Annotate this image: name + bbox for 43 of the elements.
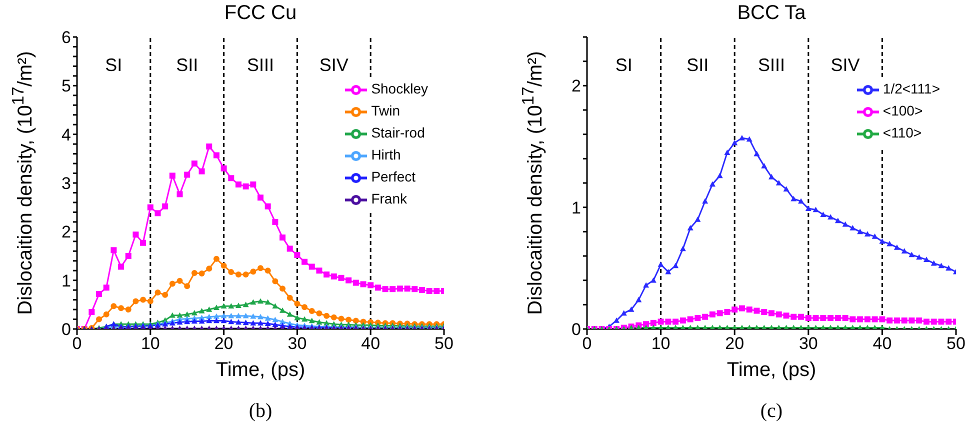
legend-label: Shockley — [371, 80, 428, 97]
x-tick-label: 50 — [434, 334, 454, 354]
y-tick-label: 3 — [62, 174, 71, 194]
x-tick-label: 20 — [214, 334, 234, 354]
x-tick-label: 40 — [872, 334, 892, 354]
legend-label: <110> — [882, 124, 922, 141]
annotation: SII — [686, 55, 710, 76]
y-tick-label: 5 — [62, 76, 71, 96]
x-tick-label: 10 — [140, 334, 160, 354]
y-tick-label: 2 — [62, 222, 71, 242]
annotation: SII — [175, 55, 200, 76]
x-tick-label: 30 — [798, 334, 818, 354]
x-tick-label: 30 — [288, 334, 307, 354]
annotation: SIV — [318, 55, 350, 76]
legend-label: <100> — [882, 102, 923, 119]
x-axis-title: Time, (ps) — [214, 359, 306, 382]
annotation: SIV — [830, 55, 861, 76]
text: (c) — [759, 400, 784, 423]
chart-title: BCC Ta — [736, 2, 807, 25]
legend-label: Perfect — [371, 168, 416, 185]
y-tick-label: 2 — [572, 76, 581, 96]
legend-label: Frank — [371, 190, 407, 207]
y-tick-label: 0 — [62, 320, 71, 340]
y-tick-label: 6 — [62, 28, 71, 48]
y-tick-label: 4 — [62, 125, 71, 144]
x-tick-label: 40 — [361, 334, 380, 354]
annotation: SI — [104, 55, 124, 76]
x-tick-label: 50 — [946, 334, 966, 354]
y-tick-label: 1 — [572, 198, 581, 218]
x-tick-label: 20 — [725, 334, 744, 354]
legend-label: Twin — [371, 102, 400, 119]
y-tick-label: 1 — [62, 271, 71, 290]
chart-title: FCC Cu — [223, 2, 298, 25]
x-axis-title: Time, (ps) — [726, 359, 818, 382]
annotation: SIII — [756, 55, 786, 76]
x-tick-label: 10 — [651, 334, 670, 354]
legend-label: Hirth — [371, 146, 401, 163]
legend-label: 1/2<111> — [882, 80, 940, 97]
text: (b) — [248, 400, 274, 423]
legend-label: Stair-rod — [371, 124, 425, 141]
y-tick-label: 0 — [572, 320, 581, 340]
annotation: SIII — [246, 55, 275, 76]
annotation: SI — [614, 55, 634, 76]
